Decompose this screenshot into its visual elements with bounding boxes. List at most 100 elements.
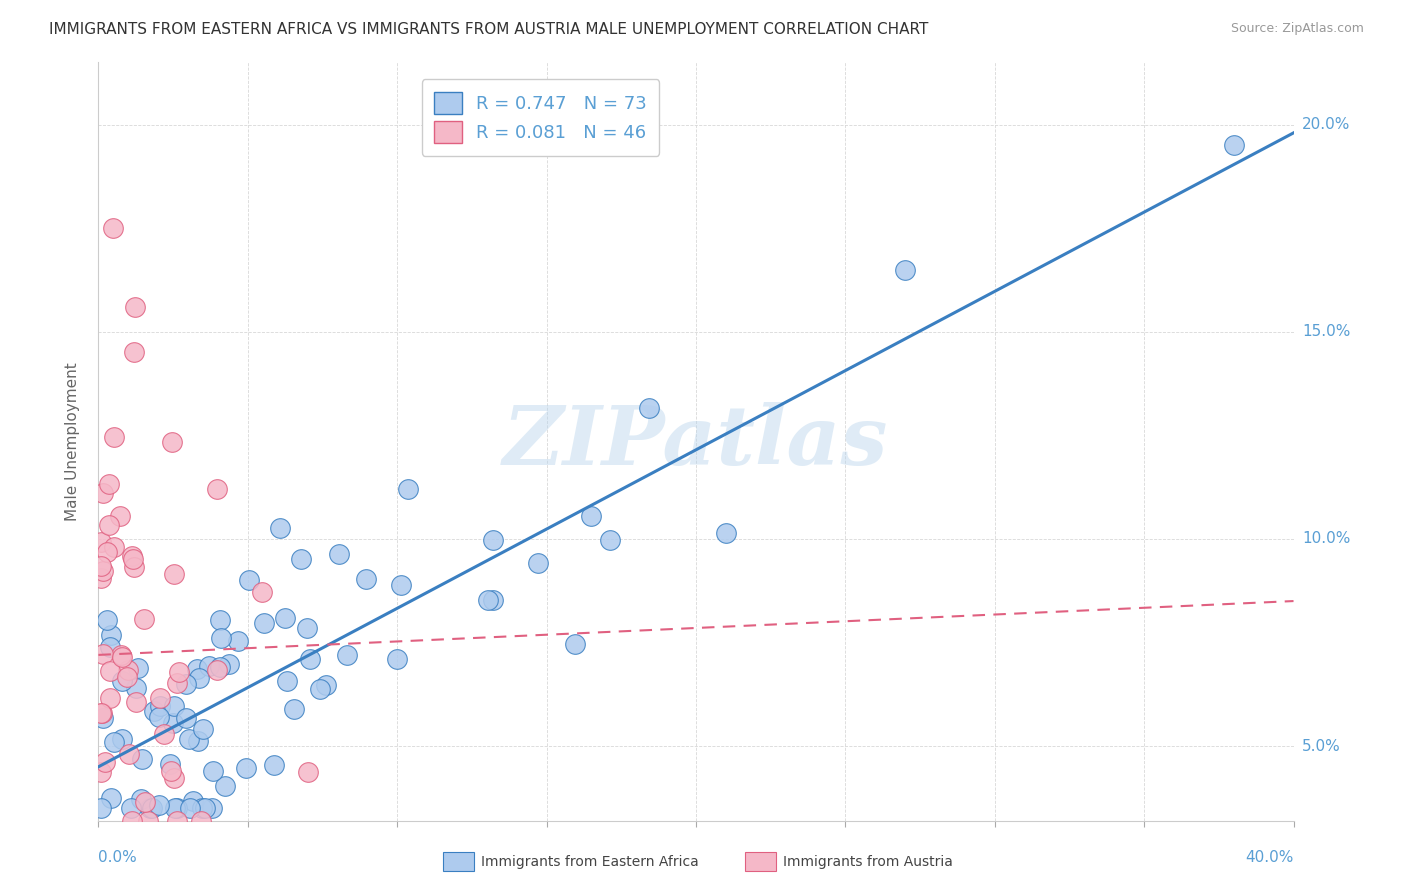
Point xyxy=(91,564,114,578)
Point xyxy=(250,584,273,599)
Point xyxy=(396,483,419,497)
Point xyxy=(218,657,240,671)
Point xyxy=(162,715,184,730)
Point xyxy=(389,578,412,592)
Point xyxy=(163,699,186,714)
Point xyxy=(166,675,188,690)
Point xyxy=(103,430,125,444)
Point xyxy=(100,628,122,642)
Point xyxy=(162,435,184,450)
Point xyxy=(276,673,298,688)
Point xyxy=(527,556,550,570)
Point xyxy=(894,262,917,277)
Point xyxy=(149,698,172,713)
Text: 15.0%: 15.0% xyxy=(1302,325,1350,339)
Point xyxy=(235,761,257,775)
Point xyxy=(190,814,212,828)
Point xyxy=(290,551,312,566)
Text: Immigrants from Austria: Immigrants from Austria xyxy=(783,855,953,869)
Point xyxy=(117,670,139,684)
Point xyxy=(309,682,332,697)
Text: 5.0%: 5.0% xyxy=(1302,739,1340,754)
Point xyxy=(209,631,232,645)
Point xyxy=(125,681,148,695)
Point xyxy=(297,765,319,780)
Point xyxy=(193,722,215,736)
Point xyxy=(198,659,221,673)
Point xyxy=(91,710,114,724)
Point xyxy=(134,612,156,626)
Point xyxy=(148,797,170,812)
Point xyxy=(90,801,112,815)
Point xyxy=(120,800,142,814)
Point xyxy=(121,549,143,563)
Text: 10.0%: 10.0% xyxy=(1302,532,1350,547)
Point xyxy=(176,677,198,691)
Point xyxy=(263,757,285,772)
Text: ZIPatlas: ZIPatlas xyxy=(503,401,889,482)
Point xyxy=(387,652,409,666)
Point xyxy=(98,640,121,654)
Point xyxy=(108,508,131,523)
Point xyxy=(96,545,118,559)
Point xyxy=(117,663,139,677)
Point xyxy=(167,665,190,679)
Point xyxy=(90,571,112,585)
Point xyxy=(269,521,291,535)
Point xyxy=(191,801,214,815)
Point xyxy=(90,706,112,720)
Point xyxy=(208,660,231,674)
Point xyxy=(1223,138,1246,153)
Point xyxy=(98,665,121,679)
Text: 20.0%: 20.0% xyxy=(1302,117,1350,132)
Point xyxy=(295,621,318,635)
Point xyxy=(226,634,249,648)
Point xyxy=(90,535,112,549)
Point xyxy=(238,574,260,588)
Point xyxy=(124,559,146,574)
Point xyxy=(166,814,188,828)
Point xyxy=(91,648,114,662)
Text: IMMIGRANTS FROM EASTERN AFRICA VS IMMIGRANTS FROM AUSTRIA MALE UNEMPLOYMENT CORR: IMMIGRANTS FROM EASTERN AFRICA VS IMMIGR… xyxy=(49,22,928,37)
Point xyxy=(201,764,224,778)
Point xyxy=(127,661,149,675)
Point xyxy=(153,727,176,741)
Point xyxy=(100,791,122,805)
Point xyxy=(205,482,228,496)
Point xyxy=(124,345,146,359)
Point xyxy=(274,611,297,625)
Point xyxy=(163,801,186,815)
Point xyxy=(714,526,737,541)
Point xyxy=(209,613,232,627)
Point xyxy=(110,673,132,688)
Point xyxy=(103,735,125,749)
Point xyxy=(98,517,121,532)
Point xyxy=(138,814,160,828)
Point xyxy=(253,616,276,631)
Point xyxy=(477,593,499,607)
Point xyxy=(111,650,134,665)
Point xyxy=(481,593,503,607)
Point xyxy=(166,801,188,815)
Point xyxy=(336,648,359,662)
Point xyxy=(599,533,621,547)
Point xyxy=(194,801,217,815)
Point xyxy=(149,690,172,705)
Point xyxy=(214,779,236,793)
Text: Source: ZipAtlas.com: Source: ZipAtlas.com xyxy=(1230,22,1364,36)
Point xyxy=(315,677,337,691)
Point xyxy=(91,706,114,721)
Point xyxy=(638,401,661,415)
Text: 0.0%: 0.0% xyxy=(98,850,138,865)
Point xyxy=(283,702,305,716)
Point xyxy=(188,671,211,685)
Point xyxy=(103,540,125,554)
Point xyxy=(139,801,162,815)
Point xyxy=(100,691,122,706)
Point xyxy=(122,552,145,566)
Point xyxy=(124,301,146,315)
Point xyxy=(131,752,153,766)
Point xyxy=(159,764,181,778)
Point xyxy=(482,533,505,547)
Y-axis label: Male Unemployment: Male Unemployment xyxy=(65,362,80,521)
